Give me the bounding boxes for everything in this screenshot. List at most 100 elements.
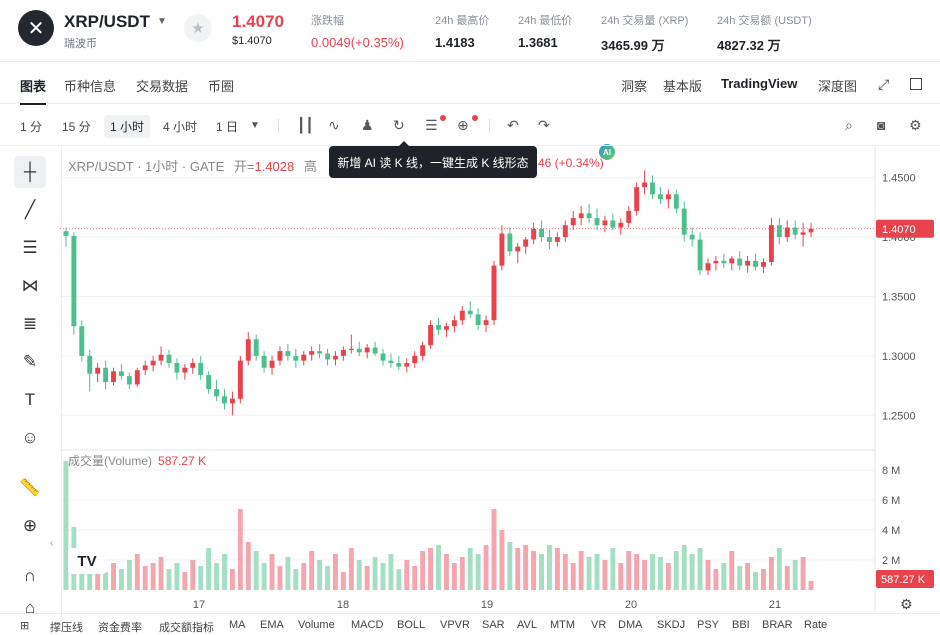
- volume-bar: [776, 548, 782, 590]
- chart-tabs: 图表 币种信息 交易数据 币圈 AI 洞察 基本版 TradingView 深度…: [0, 68, 940, 160]
- text-tool-icon[interactable]: T: [24, 390, 36, 409]
- indicator-rate[interactable]: Rate: [804, 619, 828, 631]
- volume-bar: [166, 569, 172, 590]
- volume-bar: [784, 566, 790, 590]
- divider: [489, 119, 490, 133]
- indicator-mtm[interactable]: MTM: [550, 619, 576, 631]
- indicator-成交额指标[interactable]: 成交额指标: [159, 622, 214, 634]
- timeframe-1h[interactable]: 1 小时: [104, 115, 151, 138]
- volume-bar: [808, 581, 814, 590]
- volume-bar: [158, 557, 164, 590]
- candle-body: [570, 218, 576, 226]
- indicator-资金费率[interactable]: 资金费率: [98, 622, 142, 634]
- chart-settings-icon[interactable]: ⚙: [900, 596, 913, 612]
- horizontal-lines-icon[interactable]: ☰: [22, 238, 38, 257]
- search-icon[interactable]: ⌕: [845, 117, 853, 133]
- ruler-small-icon[interactable]: ⊞: [20, 620, 30, 632]
- candle-body: [103, 367, 109, 383]
- candle-body: [547, 237, 552, 242]
- crosshair-icon[interactable]: ┼: [14, 156, 46, 188]
- indicator-ma[interactable]: MA: [229, 619, 246, 631]
- tab-depth[interactable]: 深度图: [818, 79, 858, 94]
- indicator-boll[interactable]: BOLL: [397, 619, 426, 631]
- volume-bar: [237, 509, 243, 590]
- collapse-left-icon[interactable]: ‹: [50, 538, 54, 549]
- expand-icon[interactable]: ⤢: [878, 76, 890, 92]
- replay-icon[interactable]: ↻: [393, 117, 405, 133]
- window-icon[interactable]: [910, 78, 922, 90]
- ruler-icon[interactable]: 📏: [19, 478, 41, 497]
- fib-icon[interactable]: ≣: [22, 314, 38, 333]
- camera-icon[interactable]: ◙: [877, 117, 886, 133]
- timeframe-dropdown-icon[interactable]: ▼: [250, 120, 260, 131]
- candle-body: [800, 232, 806, 235]
- volume-bar: [118, 569, 124, 590]
- indicator-avl[interactable]: AVL: [517, 619, 537, 631]
- pattern-icon[interactable]: ⋈: [21, 276, 39, 295]
- timeframe-15m[interactable]: 15 分: [62, 120, 91, 134]
- indicator-brar[interactable]: BRAR: [762, 619, 793, 631]
- ai-kline-icon[interactable]: ☰: [425, 117, 438, 133]
- stat-value: 1.3681: [518, 35, 558, 50]
- volume-legend: 成交量(Volume) 587.27 K: [68, 452, 206, 469]
- undo-icon[interactable]: ↶: [507, 117, 519, 133]
- indicator-dma[interactable]: DMA: [618, 619, 643, 631]
- volume-bar: [491, 509, 497, 590]
- ai-insight-icon[interactable]: AI: [599, 144, 615, 160]
- tab-chart[interactable]: 图表: [20, 76, 47, 105]
- volume-bar: [562, 554, 568, 590]
- timeframe-1m[interactable]: 1 分: [20, 120, 43, 134]
- timeframe-4h[interactable]: 4 小时: [163, 120, 198, 134]
- candle-body: [118, 371, 124, 377]
- volume-bar: [792, 560, 798, 590]
- indicator-ema[interactable]: EMA: [260, 619, 284, 631]
- settings-gear-icon[interactable]: ⚙: [909, 117, 922, 133]
- indicators-icon[interactable]: ∿: [328, 117, 340, 133]
- indicator-撑压线[interactable]: 撑压线: [50, 622, 83, 634]
- candle-body: [71, 235, 77, 327]
- candle-body: [673, 194, 679, 209]
- tab-tradingview[interactable]: TradingView: [721, 76, 798, 91]
- indicator-bbi[interactable]: BBI: [732, 619, 750, 631]
- timeframe-1d[interactable]: 1 日: [216, 120, 239, 134]
- lock-icon[interactable]: ⌂: [24, 598, 36, 617]
- volume-bar: [650, 554, 655, 590]
- alert-icon[interactable]: ♟: [361, 117, 374, 133]
- trend-line-icon[interactable]: ╱: [24, 200, 36, 219]
- indicator-skdj[interactable]: SKDJ: [657, 619, 686, 631]
- tab-insight[interactable]: 洞察: [621, 79, 648, 94]
- drawing-toolbar: ┼ ╱ ☰ ⋈ ≣ ✎ T ☺ 📏 ⊕ ∩ ⌂: [0, 146, 62, 621]
- caret-down-icon[interactable]: ▼: [157, 16, 167, 27]
- time-tick-label: 19: [481, 599, 493, 611]
- zoom-in-icon[interactable]: ⊕: [22, 516, 38, 535]
- tab-coin-info[interactable]: 币种信息: [64, 79, 117, 94]
- redo-icon[interactable]: ↷: [538, 117, 550, 133]
- candle-body: [325, 353, 330, 360]
- stat-high: 24h 最高价 1.4183: [435, 12, 489, 50]
- tab-basic[interactable]: 基本版: [663, 79, 703, 94]
- volume-bar: [285, 557, 291, 590]
- indicator-psy[interactable]: PSY: [697, 619, 720, 631]
- stat-label: 24h 最高价: [435, 15, 490, 27]
- indicator-vpvr[interactable]: VPVR: [440, 619, 470, 631]
- tab-community[interactable]: 币圈: [208, 79, 235, 94]
- indicator-sar[interactable]: SAR: [482, 619, 505, 631]
- volume-bar: [721, 563, 727, 590]
- candle-body: [515, 246, 521, 252]
- brush-icon[interactable]: ✎: [22, 352, 38, 371]
- favorite-star-icon[interactable]: ★: [184, 14, 212, 42]
- indicator-vr[interactable]: VR: [591, 619, 607, 631]
- tab-trade-data[interactable]: 交易数据: [136, 79, 189, 94]
- emoji-icon[interactable]: ☺: [21, 428, 39, 447]
- candle-type-icon[interactable]: ┃┃: [297, 117, 314, 133]
- candle-body: [229, 398, 235, 404]
- candle-body: [776, 225, 782, 238]
- volume-bar: [269, 554, 275, 590]
- add-icon[interactable]: ⊕: [457, 117, 469, 133]
- indicator-macd[interactable]: MACD: [351, 619, 384, 631]
- pair-selector[interactable]: XRP/USDT: [64, 12, 150, 31]
- candle-body: [523, 239, 529, 247]
- candle-body: [317, 351, 323, 354]
- magnet-icon[interactable]: ∩: [23, 566, 37, 585]
- indicator-volume[interactable]: Volume: [298, 619, 335, 631]
